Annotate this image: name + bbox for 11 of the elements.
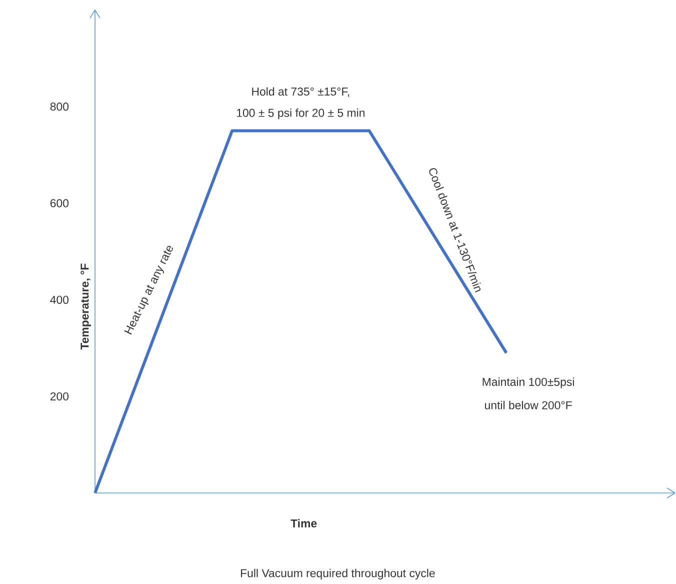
annotation: Hold at 735° ±15°F,	[252, 87, 350, 97]
y-tick-label: 600	[50, 199, 69, 208]
annotation: 100 ± 5 psi for 20 ± 5 min	[236, 108, 364, 120]
x-axis-title: Time	[290, 519, 317, 528]
y-tick-label: 400	[50, 296, 69, 304]
y-axis-title: Temperature, °F	[80, 264, 91, 350]
annotation: until below 200°F	[485, 400, 572, 410]
annotation: Maintain 100±5psi	[482, 378, 574, 388]
y-tick-label: 800	[50, 102, 69, 111]
y-tick-label: 200	[50, 392, 69, 400]
text: Full Vacuum required throughout cycle	[240, 568, 435, 580]
